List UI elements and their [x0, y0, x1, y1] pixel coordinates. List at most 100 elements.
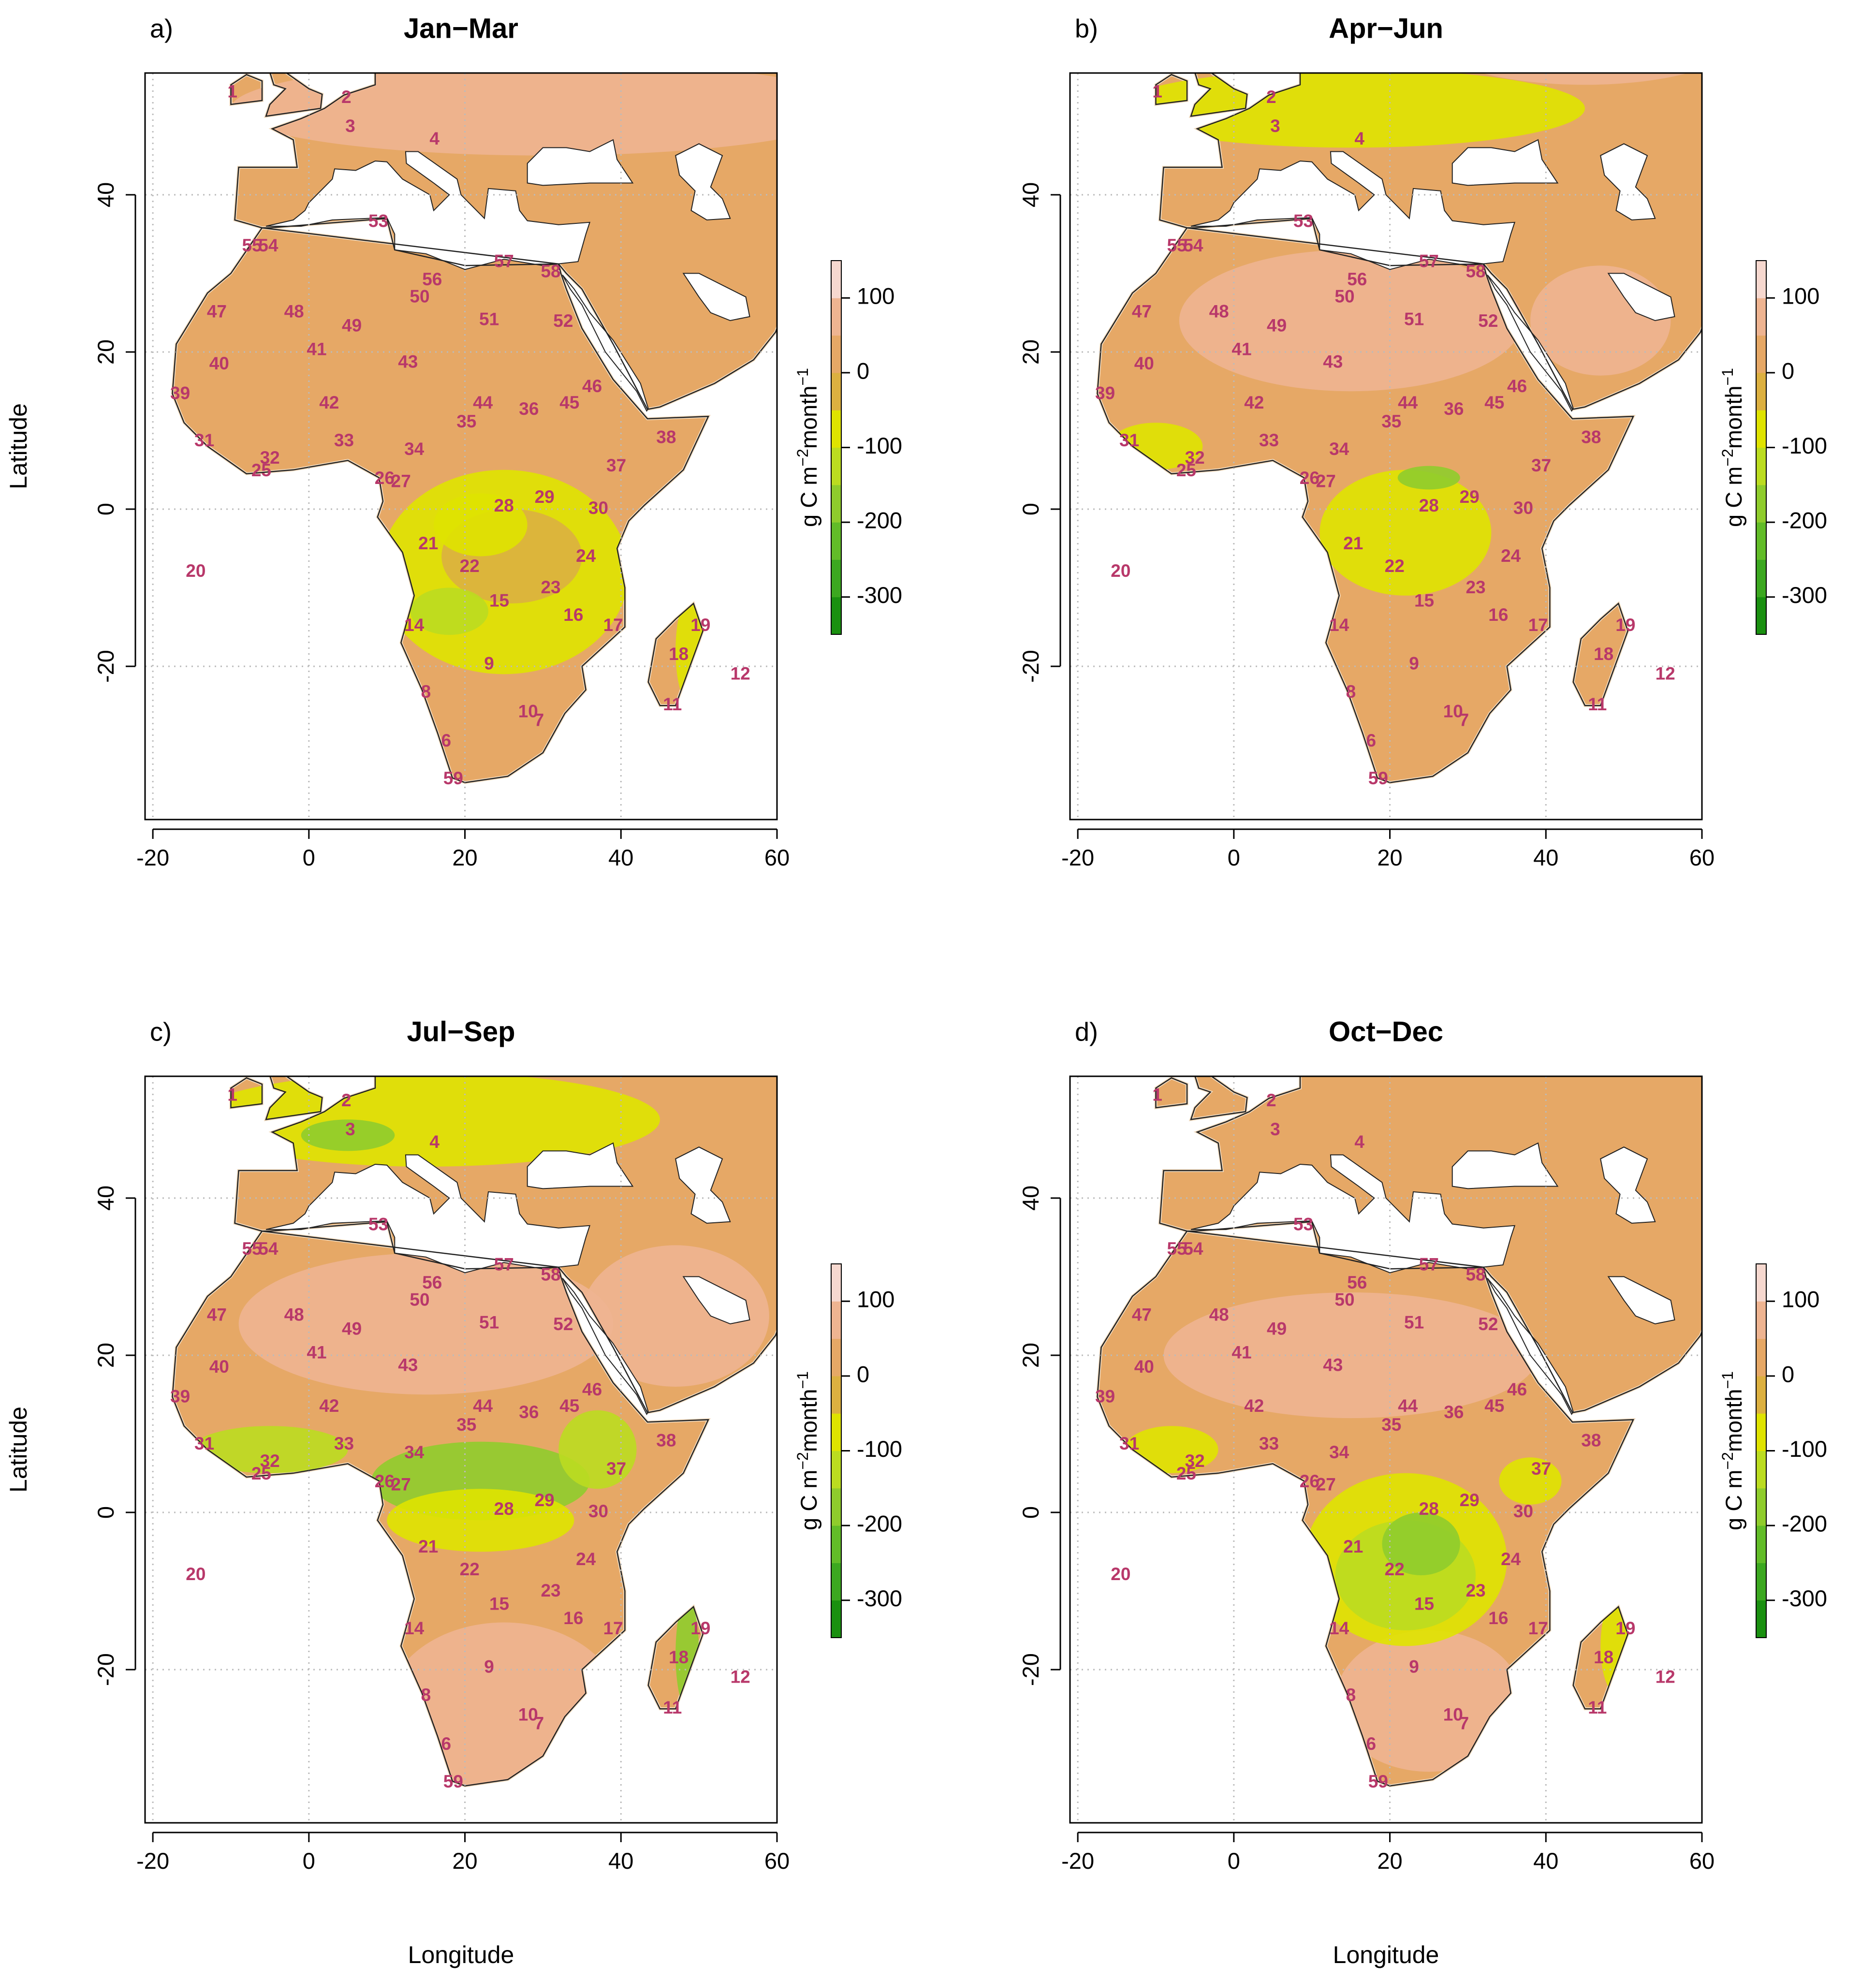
region-label: 56 — [422, 269, 442, 289]
region-label: 58 — [541, 1265, 560, 1285]
colorbar-bin — [1756, 1376, 1766, 1414]
region-label: 38 — [656, 427, 676, 447]
region-label: 47 — [207, 1305, 227, 1324]
sea — [1607, 1276, 1675, 1325]
region-label: 23 — [1466, 1581, 1485, 1600]
x-axis-title: Longitude — [1333, 1941, 1439, 1968]
x-tick-label: 40 — [1533, 1848, 1558, 1874]
region-label: 33 — [1259, 1434, 1279, 1453]
colorbar-bin — [1756, 597, 1766, 635]
region-label: 32 — [260, 1451, 280, 1471]
region-label: 54 — [1183, 1239, 1203, 1259]
region-label: 28 — [1419, 1499, 1439, 1519]
panel-letter: a) — [150, 14, 173, 43]
sea — [527, 139, 634, 186]
colorbar-label: g C m−2month−1 — [794, 1371, 821, 1530]
region-label: 57 — [494, 1254, 514, 1274]
region-label: 23 — [541, 1581, 560, 1600]
region-label: 20 — [186, 1564, 205, 1584]
region-label: 36 — [519, 399, 539, 419]
region-label: 59 — [1368, 768, 1388, 788]
region-label: 54 — [258, 1239, 278, 1259]
region-label: 39 — [1095, 1387, 1115, 1407]
region-label: 8 — [421, 1685, 431, 1705]
colorbar-label-part: −1 — [794, 1371, 811, 1389]
region-label: 24 — [576, 1549, 596, 1569]
map-area — [1096, 73, 1702, 784]
region-label: 59 — [443, 768, 463, 788]
colorbar-bin — [1756, 1301, 1766, 1339]
region-label: 21 — [1343, 1537, 1363, 1556]
region-label: 36 — [1444, 1402, 1464, 1422]
colorbar-bin — [831, 298, 841, 336]
x-tick-label: 0 — [1228, 1848, 1240, 1874]
region-label: 37 — [606, 1459, 626, 1479]
region-label: 45 — [1484, 393, 1504, 412]
x-tick-label: -20 — [1061, 1848, 1094, 1874]
region-label: 46 — [582, 376, 602, 396]
region-label: 49 — [342, 1319, 362, 1339]
colorbar-tick-label: -200 — [1782, 1511, 1827, 1537]
sea — [265, 1154, 591, 1274]
region-label: 10 — [1443, 1705, 1463, 1725]
colorbar-tick-label: -100 — [1782, 1436, 1827, 1462]
region-label: 22 — [1385, 1559, 1405, 1579]
region-label: 55 — [242, 1239, 262, 1259]
region-label: 47 — [207, 301, 227, 321]
region-label: 51 — [1404, 309, 1424, 329]
sea — [1190, 1154, 1516, 1274]
region-label: 14 — [404, 615, 425, 635]
region-label: 42 — [1244, 1396, 1264, 1416]
coastline — [1190, 1076, 1248, 1120]
region-label: 1 — [1152, 1085, 1162, 1104]
region-label: 52 — [553, 311, 573, 331]
region-label: 29 — [535, 487, 555, 507]
region-label: 15 — [489, 1594, 509, 1614]
y-tick-label: -20 — [93, 1653, 118, 1686]
x-tick-label: 0 — [1228, 845, 1240, 870]
region-label: 51 — [479, 1313, 499, 1333]
colorbar-label-part: −2 — [794, 1452, 811, 1469]
x-tick-label: 60 — [764, 1848, 790, 1874]
region-label: 16 — [1488, 605, 1508, 625]
colorbar-bin — [1756, 1600, 1766, 1638]
x-tick-label: -20 — [136, 845, 169, 870]
region-label: 16 — [563, 605, 583, 625]
sea — [1607, 273, 1675, 322]
y-tick-label: 40 — [93, 182, 118, 207]
region-label: 45 — [559, 393, 579, 412]
region-label: 43 — [398, 1355, 418, 1375]
region-label: 17 — [1528, 1618, 1548, 1638]
region-label: 4 — [429, 1132, 440, 1152]
y-tick-label: 40 — [93, 1186, 118, 1211]
region-label: 16 — [1488, 1608, 1508, 1628]
region-label: 29 — [535, 1490, 555, 1510]
region-label: 11 — [663, 1698, 682, 1717]
region-label: 50 — [1334, 1290, 1354, 1310]
region-label: 59 — [1368, 1772, 1388, 1791]
colorbar-bin — [831, 1600, 841, 1638]
region-label: 10 — [518, 1705, 538, 1725]
region-label: 11 — [663, 694, 682, 714]
colorbar-label-part: g C m — [796, 467, 821, 527]
plot-frame — [144, 1075, 778, 1824]
region-label: 18 — [1594, 1647, 1613, 1667]
region-label: 30 — [588, 1501, 608, 1521]
sea — [562, 275, 649, 412]
panel-title: Jan−Mar — [404, 13, 518, 44]
y-tick-label: 20 — [1018, 1343, 1043, 1368]
colorbar-tick-label: 100 — [1782, 283, 1819, 309]
colorbar-bin — [1756, 1413, 1766, 1451]
region-label: 20 — [1111, 561, 1130, 581]
region-label: 52 — [1478, 1314, 1498, 1334]
region-label: 9 — [1409, 654, 1419, 674]
y-tick-label: 40 — [1018, 182, 1043, 207]
region-label: 27 — [391, 1475, 411, 1495]
colorbar-label-part: g C m — [796, 1470, 821, 1530]
region-label: 53 — [368, 1215, 388, 1234]
region-label: 47 — [1132, 301, 1152, 321]
x-tick-label: 0 — [303, 845, 315, 870]
region-label: 58 — [1466, 1265, 1485, 1285]
coastline — [1155, 73, 1188, 105]
